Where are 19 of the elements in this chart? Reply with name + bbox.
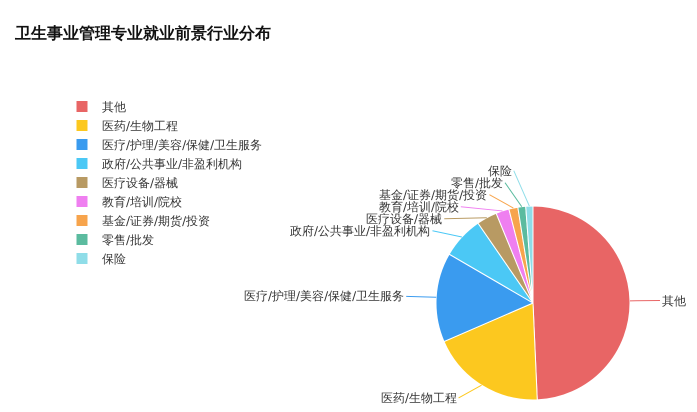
legend-label: 零售/批发 <box>102 233 154 248</box>
slice-label: 医疗设备/器械 <box>366 212 442 226</box>
slice-label: 教育/培训/院校 <box>379 200 460 214</box>
legend-label: 保险 <box>102 252 126 266</box>
legend-label: 医疗/护理/美容/保健/卫生服务 <box>102 138 262 152</box>
slice-label: 其他 <box>662 294 686 308</box>
slice-label: 保险 <box>488 164 512 178</box>
legend-label: 医疗设备/器械 <box>102 176 178 190</box>
slice-label: 零售/批发 <box>451 176 504 190</box>
legend-label: 政府/公共事业/非盈利机构 <box>102 157 242 172</box>
chart-title: 卫生事业管理专业就业前景行业分布 <box>14 24 271 43</box>
slice-label: 医药/生物工程 <box>381 391 458 405</box>
slice-label: 政府/公共事业/非盈利机构 <box>290 224 430 238</box>
slice-label: 医疗/护理/美容/保健/卫生服务 <box>244 289 404 303</box>
legend-label: 医药/生物工程 <box>102 119 178 134</box>
legend-label: 教育/培训/院校 <box>102 195 182 210</box>
legend-label: 基金/证券/期货/投资 <box>102 214 210 228</box>
legend-label: 其他 <box>102 100 126 114</box>
slice-label: 基金/证券/期货/投资 <box>379 188 488 202</box>
